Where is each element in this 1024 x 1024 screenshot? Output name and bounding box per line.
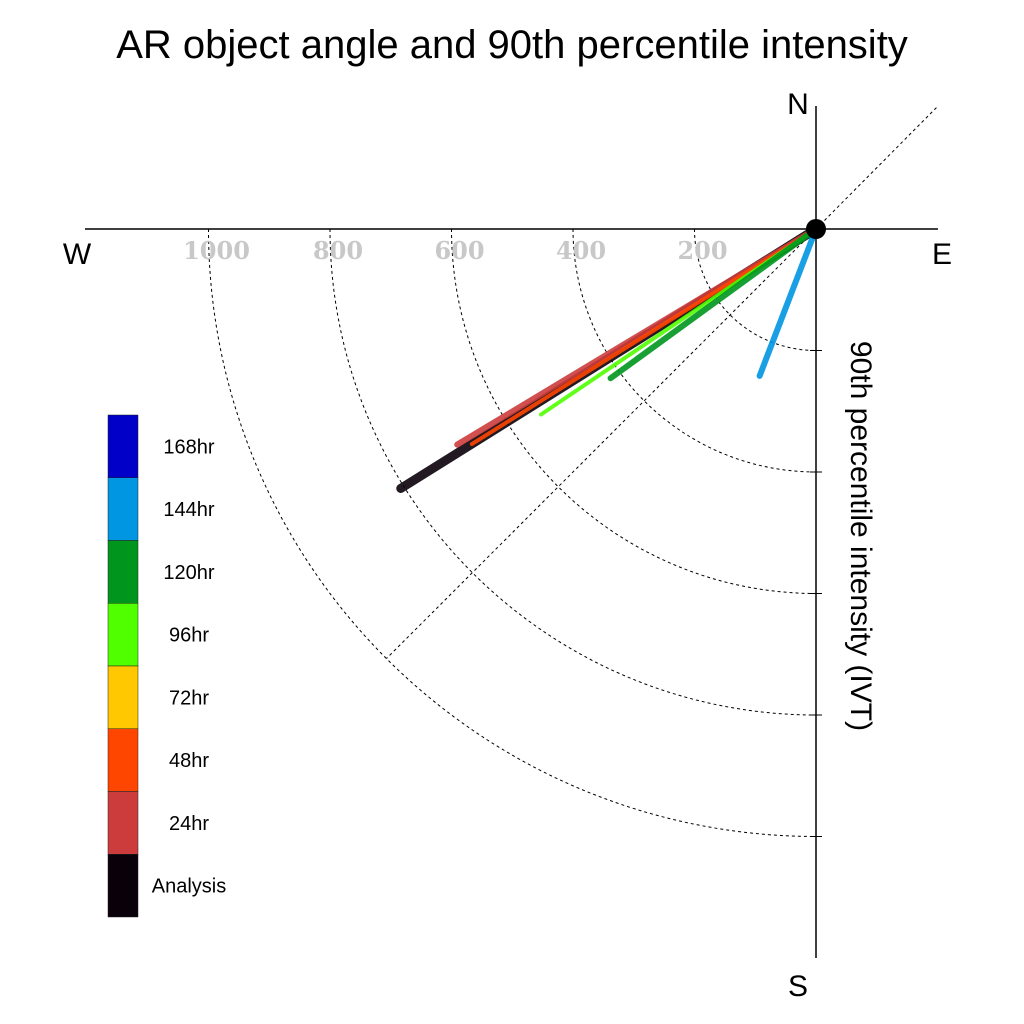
legend-swatch [107,791,139,855]
chart-title: AR object angle and 90th percentile inte… [116,23,908,67]
legend-swatch [107,603,139,667]
radial-tick-label: 400 [556,236,606,265]
legend-label: 72hr [169,687,209,709]
compass-east: E [932,238,952,271]
legend-swatch [107,665,139,729]
radial-tick-label: 200 [677,236,727,265]
radial-ring-400 [572,228,817,473]
radial-ring-600 [451,228,817,594]
radial-ring-800 [329,228,817,716]
radial-tick-label: 800 [313,236,363,265]
radial-ring-1000 [208,228,817,837]
legend-label: Analysis [152,876,226,898]
series-line-144hr [756,226,819,379]
compass-west: W [63,238,92,271]
northeast-diagonal [815,105,939,230]
y-axis-label: 90th percentile intensity (IVT) [844,341,877,731]
radial-tick-labels: 200 400 600 800 1000 [183,236,727,265]
legend-label: 48hr [169,750,209,772]
legend: 168hr 144hr 120hr 96hr 72hr 48hr 24hr Analysis [107,414,226,918]
legend-label: 144hr [163,499,214,521]
radial-ring-200 [694,228,817,351]
radial-tick-label: 600 [434,236,484,265]
origin-marker [806,219,826,239]
legend-label: 168hr [163,436,214,458]
compass-south: S [788,970,808,1003]
legend-label: 120hr [163,562,214,584]
series-line-120hr [607,226,819,382]
legend-swatch [107,477,139,541]
series-lines [396,224,821,493]
radial-grid [208,228,822,837]
legend-label: 24hr [169,813,209,835]
legend-label: 96hr [169,625,209,647]
southwest-diagonal [386,228,817,659]
series-line-48hr [469,227,818,447]
legend-swatch [107,728,139,792]
legend-swatch [107,854,139,918]
legend-swatch [107,540,139,604]
legend-swatch [107,414,139,478]
radial-tick-label: 1000 [183,236,250,265]
compass-north: N [787,88,809,121]
